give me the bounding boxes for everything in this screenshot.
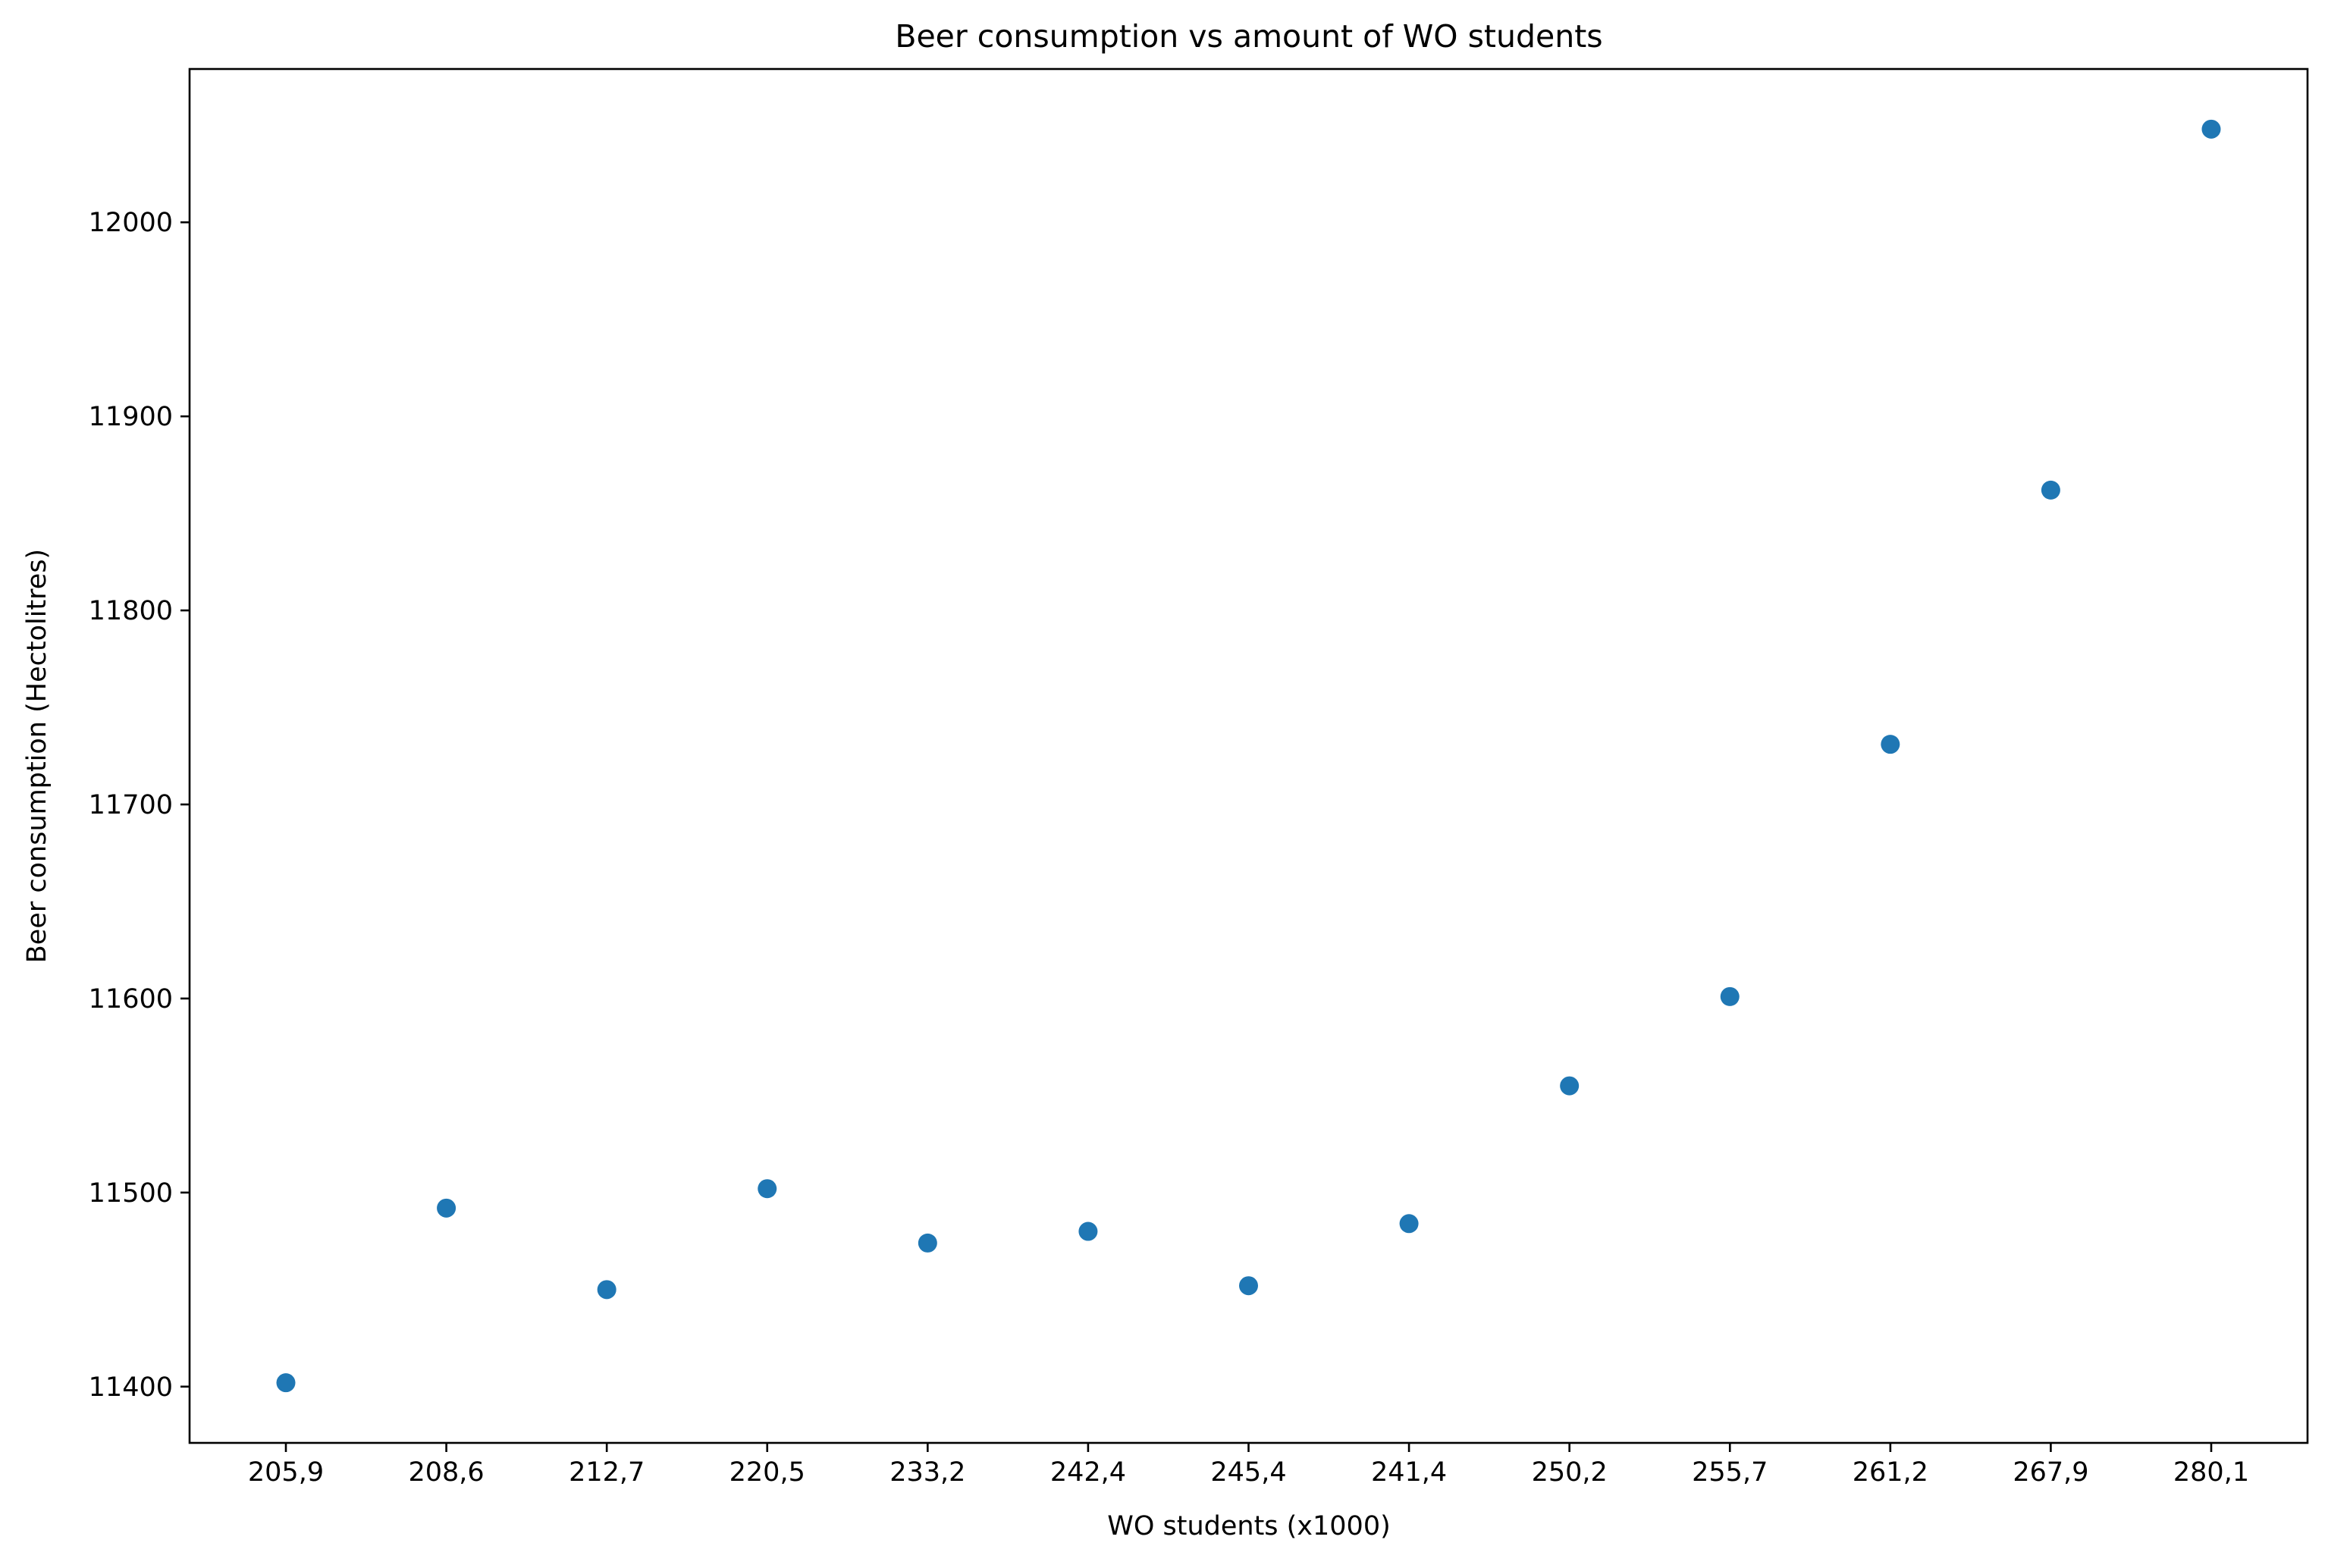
x-tick-label: 245,4 — [1210, 1457, 1286, 1488]
data-point — [1078, 1221, 1098, 1241]
data-point — [918, 1233, 937, 1253]
data-points — [276, 119, 2221, 1393]
y-tick-label: 11900 — [89, 402, 173, 432]
data-point — [2041, 480, 2060, 500]
x-tick-label: 212,7 — [569, 1457, 645, 1488]
y-tick-label: 11800 — [89, 596, 173, 626]
x-tick-label: 250,2 — [1532, 1457, 1608, 1488]
y-axis-label: Beer consumption (Hectolitres) — [22, 549, 52, 963]
data-point — [1881, 735, 1900, 754]
y-tick-label: 11500 — [89, 1178, 173, 1209]
data-point — [437, 1198, 457, 1218]
data-point — [2201, 119, 2221, 139]
data-point — [1399, 1214, 1419, 1234]
x-tick-label: 280,1 — [2173, 1457, 2249, 1488]
x-tick-label: 220,5 — [729, 1457, 805, 1488]
x-axis: 205,9 208,6 212,7 220,5 233,2 242,4 245,4 241,4… — [248, 1443, 2249, 1488]
x-tick-label: 242,4 — [1050, 1457, 1126, 1488]
x-tick-label: 267,9 — [2013, 1457, 2088, 1488]
y-tick-label: 12000 — [89, 208, 173, 238]
data-point — [276, 1373, 296, 1393]
x-tick-label: 205,9 — [248, 1457, 324, 1488]
y-tick-label: 11600 — [89, 984, 173, 1014]
x-axis-label: WO students (x1000) — [1107, 1511, 1391, 1541]
x-tick-label: 241,4 — [1371, 1457, 1447, 1488]
y-tick-label: 11700 — [89, 790, 173, 820]
x-tick-label: 233,2 — [889, 1457, 965, 1488]
y-tick-label: 11400 — [89, 1372, 173, 1403]
x-tick-label: 208,6 — [408, 1457, 484, 1488]
y-axis: 11400 11500 11600 11700 11800 11900 12000 — [89, 208, 190, 1403]
data-point — [1720, 986, 1740, 1006]
chart-title: Beer consumption vs amount of WO student… — [895, 18, 1602, 55]
data-point — [1239, 1276, 1258, 1296]
data-point — [597, 1280, 617, 1300]
data-point — [1560, 1076, 1580, 1096]
data-point — [758, 1179, 777, 1199]
x-tick-label: 255,7 — [1692, 1457, 1768, 1488]
plot-frame — [188, 67, 2309, 1444]
x-tick-label: 261,2 — [1853, 1457, 1928, 1488]
